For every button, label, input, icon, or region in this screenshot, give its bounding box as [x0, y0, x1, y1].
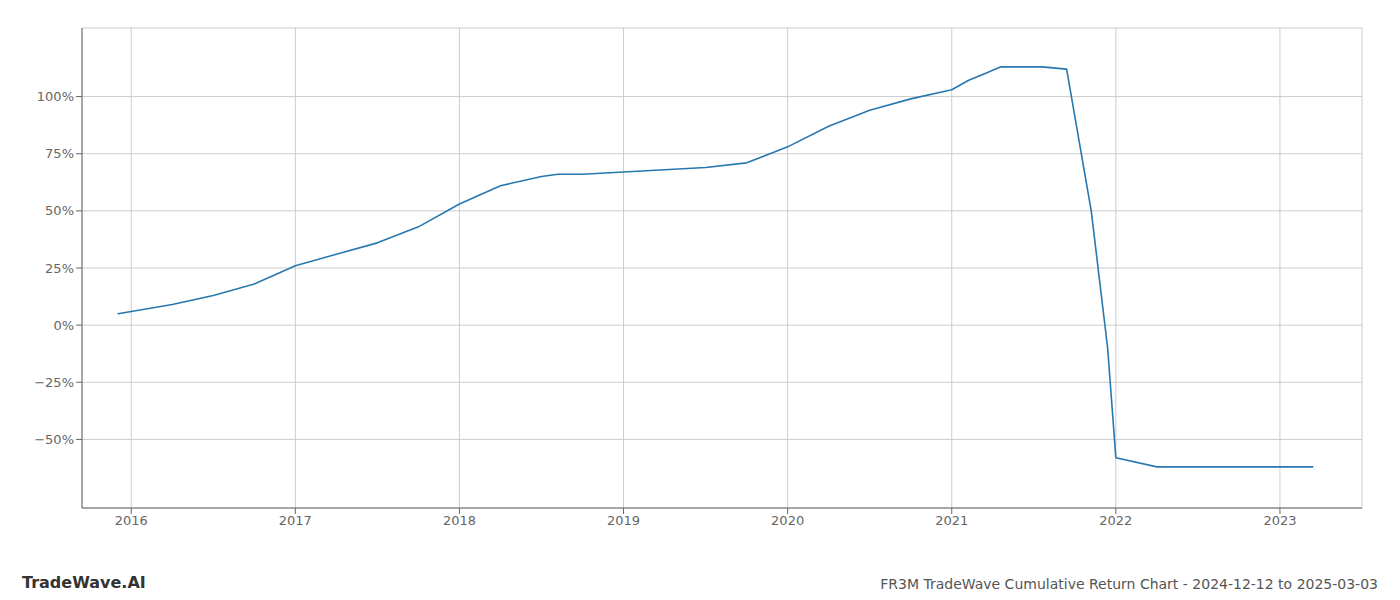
svg-text:2018: 2018 — [443, 513, 476, 528]
svg-text:25%: 25% — [45, 261, 74, 276]
svg-text:0%: 0% — [53, 318, 74, 333]
svg-text:2019: 2019 — [607, 513, 640, 528]
svg-text:50%: 50% — [45, 203, 74, 218]
html-text:TradeWave.AI: TradeWave.AI — [22, 573, 146, 592]
svg-text:2017: 2017 — [279, 513, 312, 528]
svg-text:2021: 2021 — [935, 513, 968, 528]
svg-text:2022: 2022 — [1099, 513, 1132, 528]
svg-text:100%: 100% — [37, 89, 74, 104]
svg-text:75%: 75% — [45, 146, 74, 161]
svg-text:2023: 2023 — [1263, 513, 1296, 528]
svg-text:2020: 2020 — [771, 513, 804, 528]
svg-text:−25%: −25% — [34, 375, 74, 390]
html-text:FR3M TradeWave Cumulative Retu: FR3M TradeWave Cumulative Return Chart -… — [880, 576, 1378, 592]
svg-text:−50%: −50% — [34, 432, 74, 447]
svg-text:2016: 2016 — [115, 513, 148, 528]
